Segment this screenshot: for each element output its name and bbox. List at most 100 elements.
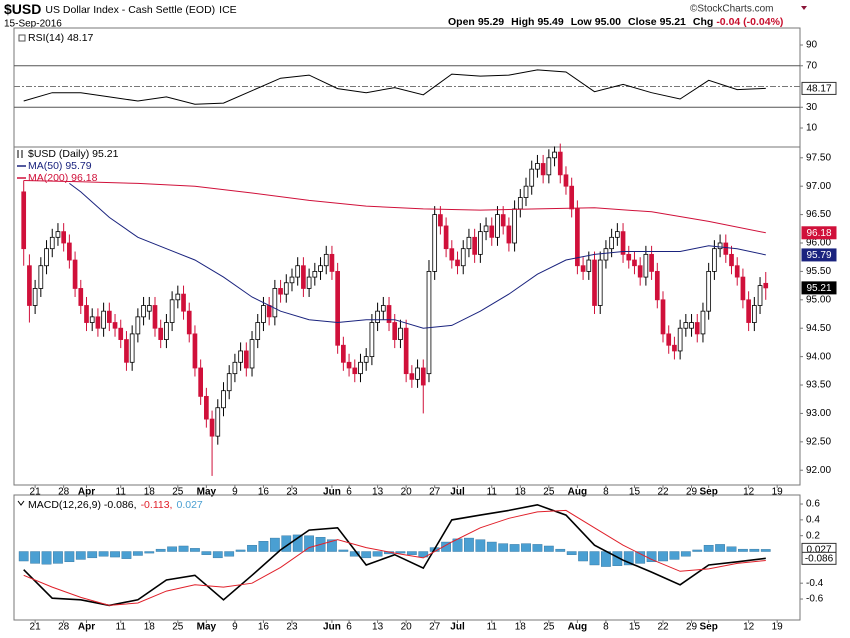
x-tick-label: 27 (429, 487, 441, 498)
candle-body (289, 276, 295, 284)
quote-value: -0.04 (-0.04%) (716, 16, 783, 28)
exchange: ICE (219, 4, 237, 16)
candle-body (426, 271, 432, 375)
histogram-bar (258, 541, 269, 552)
histogram-bar (338, 549, 349, 552)
candle-body (181, 293, 186, 312)
candle-body (586, 259, 592, 272)
value-box (801, 281, 837, 295)
x-tick-label: 28 (58, 487, 70, 498)
histogram-bar (395, 551, 406, 554)
x-tick-label: 29 (686, 622, 698, 633)
x-tick-label: 27 (429, 622, 441, 633)
candle-body (706, 271, 712, 312)
histogram-bar (680, 551, 691, 557)
candle-body (495, 214, 500, 238)
legend-entry: $USD (Daily) 95.21 (28, 148, 119, 160)
y-tick-label: 94.00 (806, 351, 831, 362)
candle-body (198, 367, 203, 397)
candle-body (232, 361, 238, 375)
candle-body (757, 285, 763, 306)
candle-body (335, 271, 340, 346)
macd-line (23, 509, 766, 606)
moving-average-line (69, 182, 766, 329)
histogram-bar (760, 549, 771, 552)
candle-body (192, 333, 198, 369)
candle-body (27, 265, 32, 306)
x-tick-label: 11 (116, 487, 127, 498)
y-tick-label: 96.00 (806, 238, 831, 249)
candle-body (654, 271, 660, 301)
candle-body (740, 276, 746, 301)
candle-body (255, 322, 261, 340)
x-tick-label: May (197, 622, 217, 633)
candle-body (215, 407, 221, 437)
candle-body (158, 327, 164, 340)
x-tick-label: 16 (258, 487, 270, 498)
x-tick-label: Aug (568, 622, 587, 633)
candle-body (489, 225, 495, 238)
candle-body (455, 259, 460, 267)
histogram-bar (87, 551, 98, 559)
candle-body (689, 322, 694, 329)
histogram-bar (589, 551, 600, 566)
x-tick-label: 25 (543, 487, 555, 498)
symbol: $USD (4, 1, 41, 17)
candle-body (569, 185, 575, 210)
x-tick-label: 13 (372, 622, 384, 633)
x-tick-label: 19 (772, 622, 784, 633)
candle-body (700, 310, 706, 335)
y-tick-label: 94.50 (806, 323, 831, 334)
histogram-bar (235, 549, 246, 552)
x-tick-label: 20 (401, 622, 413, 633)
candle-body (106, 310, 112, 323)
histogram-bar (532, 544, 543, 552)
candle-body (660, 299, 666, 335)
histogram-bar (269, 537, 280, 552)
x-tick-label: Apr (78, 622, 95, 633)
x-tick-label: 15 (629, 487, 641, 498)
candle-body (552, 151, 557, 159)
y-tick-label: 93.50 (806, 380, 831, 391)
candle-body (363, 356, 369, 363)
x-tick-label: Aug (568, 487, 587, 498)
panel-frame (13, 494, 801, 621)
candle-body (734, 265, 740, 278)
candle-body (21, 191, 27, 250)
histogram-bar (30, 551, 41, 564)
candle-body (44, 248, 49, 267)
candle-body (146, 305, 152, 312)
histogram-bar (635, 551, 646, 564)
value-box-label: 96.18 (806, 228, 831, 239)
quote-label: High (511, 16, 534, 28)
candle-body (169, 299, 175, 323)
y-tick-label: 92.50 (806, 436, 831, 447)
x-tick-label: 19 (772, 487, 784, 498)
candle-body (112, 322, 118, 329)
histogram-bar (555, 548, 566, 552)
candle-body (61, 231, 67, 244)
value-box (801, 226, 837, 240)
value-box-label: 0.027 (806, 545, 831, 556)
y-tick-label: 92.00 (806, 465, 831, 476)
x-tick-label: 25 (172, 487, 184, 498)
x-tick-label: Jul (450, 487, 465, 498)
histogram-bar (224, 551, 235, 557)
histogram-bar (144, 551, 155, 554)
candle-body (78, 288, 84, 306)
quote-value: 95.21 (660, 16, 686, 28)
x-tick-label: Jul (450, 622, 465, 633)
candle-body (152, 305, 158, 329)
candle-body (649, 253, 654, 272)
histogram-bar (53, 551, 63, 564)
instrument-name: US Dollar Index - Cash Settle (EOD) (45, 4, 215, 16)
histogram-bar (498, 543, 509, 552)
histogram-bar (361, 551, 372, 559)
x-tick-label: 23 (286, 622, 298, 633)
candle-body (318, 265, 323, 272)
candle-body (164, 322, 169, 340)
candle-body (563, 174, 569, 187)
candle-body (341, 344, 346, 363)
x-tick-label: Sep (699, 622, 717, 633)
